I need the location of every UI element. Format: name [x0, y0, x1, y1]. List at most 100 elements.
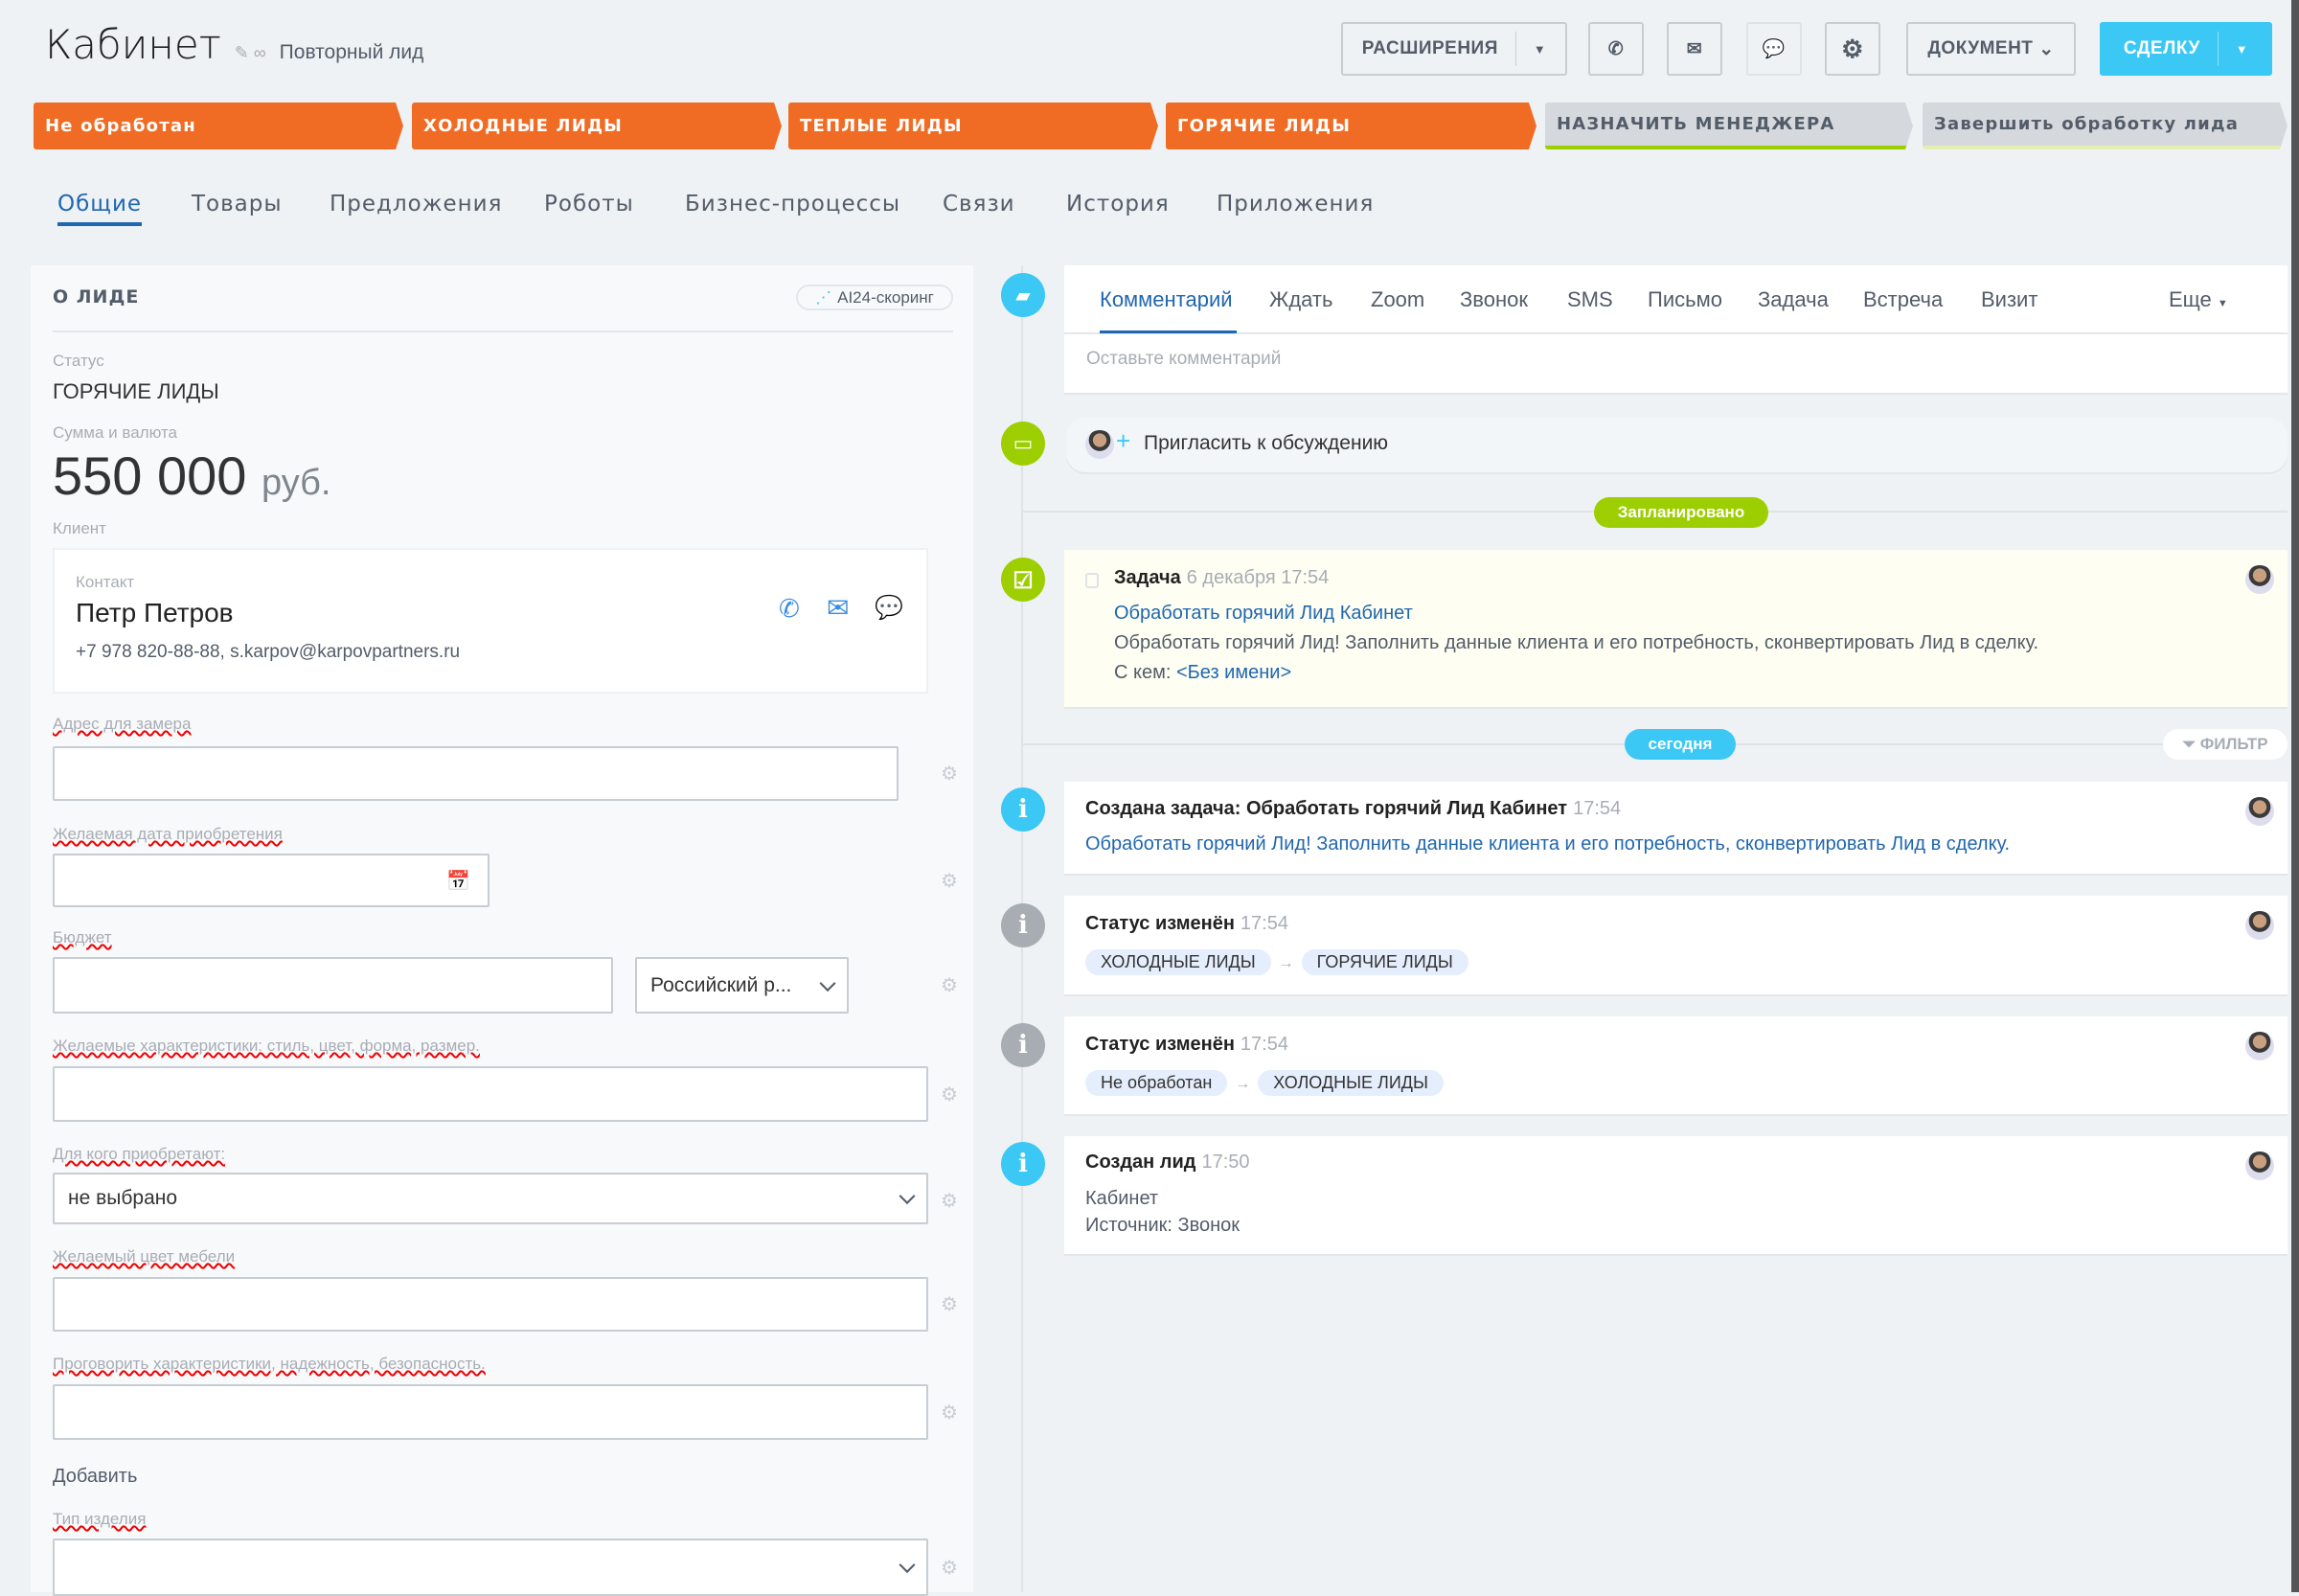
scrollbar[interactable]	[2291, 0, 2299, 1592]
gear-icon[interactable]: ⚙	[941, 1084, 958, 1106]
mail-icon: ✉	[1686, 38, 1703, 59]
tab-business-processes[interactable]: Бизнес-процессы	[685, 192, 901, 217]
budget-label: Бюджет	[53, 928, 112, 946]
tab-call[interactable]: Звонок	[1460, 287, 1528, 311]
task-check-icon: ☑	[1001, 558, 1045, 602]
tab-letter[interactable]: Письмо	[1648, 287, 1722, 311]
extensions-button[interactable]: РАСШИРЕНИЯ ▼	[1341, 22, 1567, 76]
avatar[interactable]	[2245, 565, 2274, 594]
stage-cold[interactable]: ХОЛОДНЫЕ ЛИДЫ	[412, 103, 782, 149]
sum-currency: руб.	[262, 463, 331, 503]
edit-link-icon[interactable]: ✎ ∞	[234, 43, 266, 62]
event-task-created: Создана задача: Обработать горячий Лид К…	[1064, 782, 2288, 874]
tab-visit[interactable]: Визит	[1981, 287, 2038, 311]
event-status-changed: Статус изменён 17:54 ХОЛОДНЫЕ ЛИДЫ → ГОРЯЧИ…	[1064, 896, 2288, 994]
chat-button[interactable]: 💬	[1746, 22, 1802, 76]
status-change: ХОЛОДНЫЕ ЛИДЫ → ГОРЯЧИЕ ЛИДЫ	[1085, 949, 1476, 975]
tab-links[interactable]: Связи	[943, 192, 1015, 217]
gear-icon[interactable]: ⚙	[941, 1294, 958, 1315]
stage-assign-manager[interactable]: НАЗНАЧИТЬ МЕНЕДЖЕРА	[1545, 103, 1913, 149]
date-label: Желаемая дата приобретения	[53, 825, 283, 843]
stage-finish[interactable]: Завершить обработку лида	[1923, 103, 2288, 149]
tab-meeting[interactable]: Встреча	[1863, 287, 1944, 311]
invite-discussion[interactable]: + Пригласить к обсуждению	[1066, 418, 2288, 472]
caret-down-icon: ▼	[2217, 298, 2228, 309]
tab-zoom[interactable]: Zoom	[1371, 287, 1425, 311]
add-field-link[interactable]: Добавить	[53, 1466, 138, 1487]
avatar[interactable]	[2245, 911, 2274, 940]
convert-deal-button[interactable]: СДЕЛКУ ▼	[2100, 22, 2272, 76]
today-badge: сегодня	[1625, 729, 1736, 760]
plus-icon: +	[1116, 426, 1131, 455]
contact-label: Контакт	[76, 573, 135, 591]
ai-scoring-button[interactable]: ⋰ AI24-скоринг	[796, 285, 953, 310]
calendar-icon[interactable]: 📅	[446, 871, 470, 892]
color-input[interactable]	[53, 1277, 928, 1332]
mail-icon[interactable]: ✉	[827, 593, 850, 623]
gear-icon[interactable]: ⚙	[941, 975, 958, 996]
event-lead-created: Создан лид 17:50 Кабинет Источник: Звонок	[1064, 1136, 2288, 1254]
sum-label: Сумма и валюта	[53, 423, 177, 442]
filter-button[interactable]: ⏷ ФИЛЬТР	[2163, 729, 2288, 760]
avatar[interactable]	[2245, 1151, 2274, 1180]
caret-down-icon[interactable]: ▼	[1533, 41, 1547, 57]
gear-icon[interactable]: ⚙	[941, 1191, 958, 1212]
for-whom-label: Для кого приобретают:	[53, 1145, 226, 1163]
avatar[interactable]	[2245, 1032, 2274, 1060]
discuss-input[interactable]	[53, 1384, 928, 1440]
avatar[interactable]	[2245, 797, 2274, 826]
call-button[interactable]: ✆	[1588, 22, 1644, 76]
tab-offers[interactable]: Предложения	[330, 192, 503, 217]
tab-more[interactable]: Еще ▼	[2169, 287, 2228, 311]
gear-icon[interactable]: ⚙	[941, 1558, 958, 1579]
product-type-label: Тип изделия	[53, 1510, 147, 1528]
tab-history[interactable]: История	[1066, 192, 1170, 217]
task-link[interactable]: Обработать горячий Лид Кабинет	[1114, 603, 1413, 624]
sum-value: 550 000 руб.	[53, 445, 330, 507]
stage-warm[interactable]: ТЕПЛЫЕ ЛИДЫ	[788, 103, 1158, 149]
contact-name[interactable]: Петр Петров	[76, 598, 234, 627]
tab-comment[interactable]: Комментарий	[1100, 287, 1233, 311]
event-title: Статус изменён 17:54	[1085, 913, 1288, 934]
event-title: Создан лид 17:50	[1085, 1151, 1250, 1173]
address-input[interactable]	[53, 746, 899, 801]
avatar	[1085, 430, 1114, 459]
gear-icon[interactable]: ⚙	[941, 764, 958, 785]
gear-icon[interactable]: ⚙	[941, 871, 958, 892]
gear-icon[interactable]: ⚙	[941, 1402, 958, 1424]
task-with-link[interactable]: <Без имени>	[1175, 662, 1292, 683]
currency-select[interactable]: Российский р...	[635, 957, 849, 1014]
task-checkbox[interactable]	[1085, 573, 1099, 588]
date-input[interactable]: 📅	[53, 854, 489, 907]
tab-sms[interactable]: SMS	[1567, 287, 1613, 311]
status-change: Не обработан → ХОЛОДНЫЕ ЛИДЫ	[1085, 1070, 1451, 1096]
chat-icon[interactable]: 💬	[875, 595, 903, 621]
chevron-down-icon: ⌄	[2038, 38, 2055, 59]
for-whom-select[interactable]: не выбрано	[53, 1173, 928, 1224]
event-status-changed: Статус изменён 17:54 Не обработан → ХОЛОДНЫ…	[1064, 1016, 2288, 1114]
settings-button[interactable]: ⚙	[1825, 22, 1880, 76]
info-icon: i	[1001, 903, 1045, 947]
email-button[interactable]: ✉	[1667, 22, 1722, 76]
tab-wait[interactable]: Ждать	[1269, 287, 1333, 311]
discuss-label: Проговорить характеристики, надежность, …	[53, 1355, 486, 1373]
phone-icon[interactable]: ✆	[779, 594, 800, 623]
page-title: Кабинет	[45, 21, 221, 68]
document-button[interactable]: ДОКУМЕНТ ⌄	[1906, 22, 2076, 76]
traits-input[interactable]	[53, 1066, 928, 1122]
product-type-select[interactable]	[53, 1539, 928, 1596]
comment-input[interactable]: Оставьте комментарий	[1086, 349, 1282, 369]
traits-label: Желаемые характеристики: стиль, цвет, фо…	[53, 1037, 480, 1055]
tab-robots[interactable]: Роботы	[544, 192, 634, 217]
tab-task[interactable]: Задача	[1758, 287, 1829, 311]
event-task-link[interactable]: Обработать горячий Лид! Заполнить данные…	[1085, 833, 2011, 855]
tab-products[interactable]: Товары	[192, 192, 283, 217]
tab-apps[interactable]: Приложения	[1217, 192, 1375, 217]
budget-input[interactable]	[53, 957, 613, 1014]
caret-down-icon[interactable]: ▼	[2235, 41, 2249, 57]
tab-general[interactable]: Общие	[57, 192, 143, 226]
event-title: Создана задача: Обработать горячий Лид К…	[1085, 798, 1622, 819]
contact-details: +7 978 820-88-88, s.karpov@karpovpartner…	[76, 642, 461, 662]
stage-hot[interactable]: ГОРЯЧИЕ ЛИДЫ	[1166, 103, 1536, 149]
stage-not-processed[interactable]: Не обработан	[34, 103, 403, 149]
